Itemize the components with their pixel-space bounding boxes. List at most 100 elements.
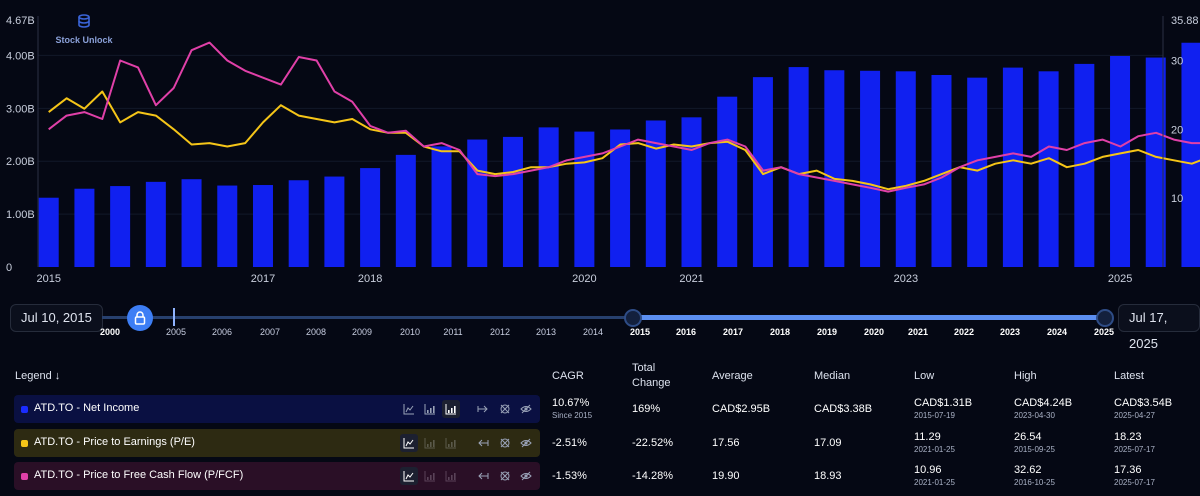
range-lock-button[interactable] [127,305,153,331]
cell-cagr: -2.51% [552,437,587,449]
line-chart-icon[interactable] [400,400,418,418]
timeline-year-label[interactable]: 2009 [351,327,373,337]
bar-chart-icon[interactable] [442,434,460,452]
range-track[interactable] [102,316,1108,319]
timeline-year-label[interactable]: 2011 [443,327,463,337]
remove-series-icon[interactable] [496,467,514,485]
cell-high: CAD$4.24B [1014,397,1073,409]
timeline-year-label[interactable]: 2005 [165,327,187,337]
timeline-year-label[interactable]: 2023 [999,327,1021,337]
x-tick-label: 2025 [1108,273,1132,285]
header-total-change-line2: Change [632,377,671,389]
bar-chart-icon[interactable] [421,434,439,452]
range-start-handle[interactable] [624,309,642,327]
cell-latest-date: 2025-04-27 [1114,411,1155,420]
timeline-year-label[interactable]: 2006 [211,327,233,337]
remove-series-icon[interactable] [496,400,514,418]
cell-cagr-sub: Since 2015 [552,411,593,420]
bar-chart-icon[interactable] [421,400,439,418]
end-date-button[interactable]: Jul 17, 2025 [1118,304,1200,351]
net-income-bar [788,67,809,267]
hide-eye-icon[interactable] [517,467,535,485]
database-icon [78,14,90,28]
timeline-year-label[interactable]: 2020 [863,327,885,337]
net-income-bar [1074,63,1095,268]
x-tick-label: 2017 [251,273,275,285]
hide-eye-icon[interactable] [517,434,535,452]
cell-latest-date: 2025-07-17 [1114,478,1155,487]
left-axis-icon[interactable] [474,467,492,485]
timeline-range-selector: Jul 10, 2015 2000 2005 2006 2007 2008 2009 201… [0,300,1200,351]
range-selected-fill [632,315,1104,320]
cell-median: 18.93 [814,470,842,482]
cell-low-date: 2021-01-25 [914,478,955,487]
start-date-button[interactable]: Jul 10, 2015 [10,304,103,332]
timeline-year-label[interactable]: 2010 [399,327,421,337]
line-chart-selected-icon[interactable] [400,467,418,485]
bar-chart-selected-icon[interactable] [442,400,460,418]
timeline-year-label[interactable]: 2021 [907,327,929,337]
legend-item-pfcf[interactable]: ATD.TO - Price to Free Cash Flow (P/FCF) [14,462,540,490]
range-cursor-marker [173,308,175,326]
timeline-year-label[interactable]: 2008 [305,327,327,337]
timeline-year-label[interactable]: 2017 [722,327,744,337]
timeline-year-label[interactable]: 2013 [535,327,557,337]
x-tick-label: 2015 [36,273,60,285]
timeline-year-label[interactable]: 2019 [816,327,838,337]
cell-high-date: 2016-10-25 [1014,478,1055,487]
cell-cagr: 10.67% [552,397,590,409]
line-chart-selected-icon[interactable] [400,434,418,452]
x-tick-label: 2021 [679,273,703,285]
net-income-bar [931,75,952,267]
cell-low: CAD$1.31B [914,397,973,409]
cell-high-date: 2015-09-25 [1014,445,1055,454]
lock-icon [134,311,146,325]
left-axis-icon[interactable] [474,434,492,452]
net-income-bar [574,131,595,267]
y-left-tick-label: 4.67B [6,15,35,27]
y-left-tick-label: 4.00B [6,50,35,62]
range-end-handle[interactable] [1096,309,1114,327]
bar-chart-icon[interactable] [442,467,460,485]
cell-total-change: -22.52% [632,437,673,449]
net-income-bar [110,186,131,267]
legend-sort-toggle[interactable]: Legend ↓ [15,370,61,382]
timeline-year-label[interactable]: 2014 [582,327,604,337]
cell-total-change: -14.28% [632,470,673,482]
stats-table-header: Legend ↓ CAGR Total Change Average Media… [0,360,1200,394]
timeline-year-label[interactable]: 2007 [259,327,281,337]
series-label: ATD.TO - Price to Free Cash Flow (P/FCF) [34,469,244,481]
timeline-year-label[interactable]: 2015 [629,327,651,337]
cell-latest: 18.23 [1114,431,1142,443]
y-right-tick-label: 35.88 [1171,15,1199,27]
x-tick-label: 2020 [572,273,596,285]
timeline-year-label[interactable]: 2012 [489,327,511,337]
timeline-year-label[interactable]: 2024 [1046,327,1068,337]
right-axis-icon[interactable] [474,400,492,418]
cell-total-change: 169% [632,403,661,415]
bar-chart-icon[interactable] [421,467,439,485]
timeline-year-label[interactable]: 2022 [953,327,975,337]
legend-item-pe[interactable]: ATD.TO - Price to Earnings (P/E) [14,429,540,457]
cell-median: 17.09 [814,437,842,449]
net-income-bar [288,180,309,267]
cell-latest: CAD$3.54B [1114,397,1173,409]
net-income-bar [860,70,881,267]
brand-logo-text: Stock Unlock [55,35,113,45]
hide-eye-icon[interactable] [517,400,535,418]
timeline-year-label[interactable]: 2000 [99,327,121,337]
net-income-bar [467,139,488,267]
series-swatch [21,406,28,413]
header-high: High [1014,370,1037,382]
header-median: Median [814,370,851,382]
timeline-year-label[interactable]: 2025 [1093,327,1115,337]
timeline-year-label[interactable]: 2018 [769,327,791,337]
cell-high-date: 2023-04-30 [1014,411,1055,420]
cell-high: 32.62 [1014,464,1042,476]
timeline-year-label[interactable]: 2016 [675,327,697,337]
net-income-bar [1145,57,1166,268]
net-income-bar [610,129,631,267]
remove-series-icon[interactable] [496,434,514,452]
net-income-bar [967,77,988,267]
legend-item-net-income[interactable]: ATD.TO - Net Income [14,395,540,423]
